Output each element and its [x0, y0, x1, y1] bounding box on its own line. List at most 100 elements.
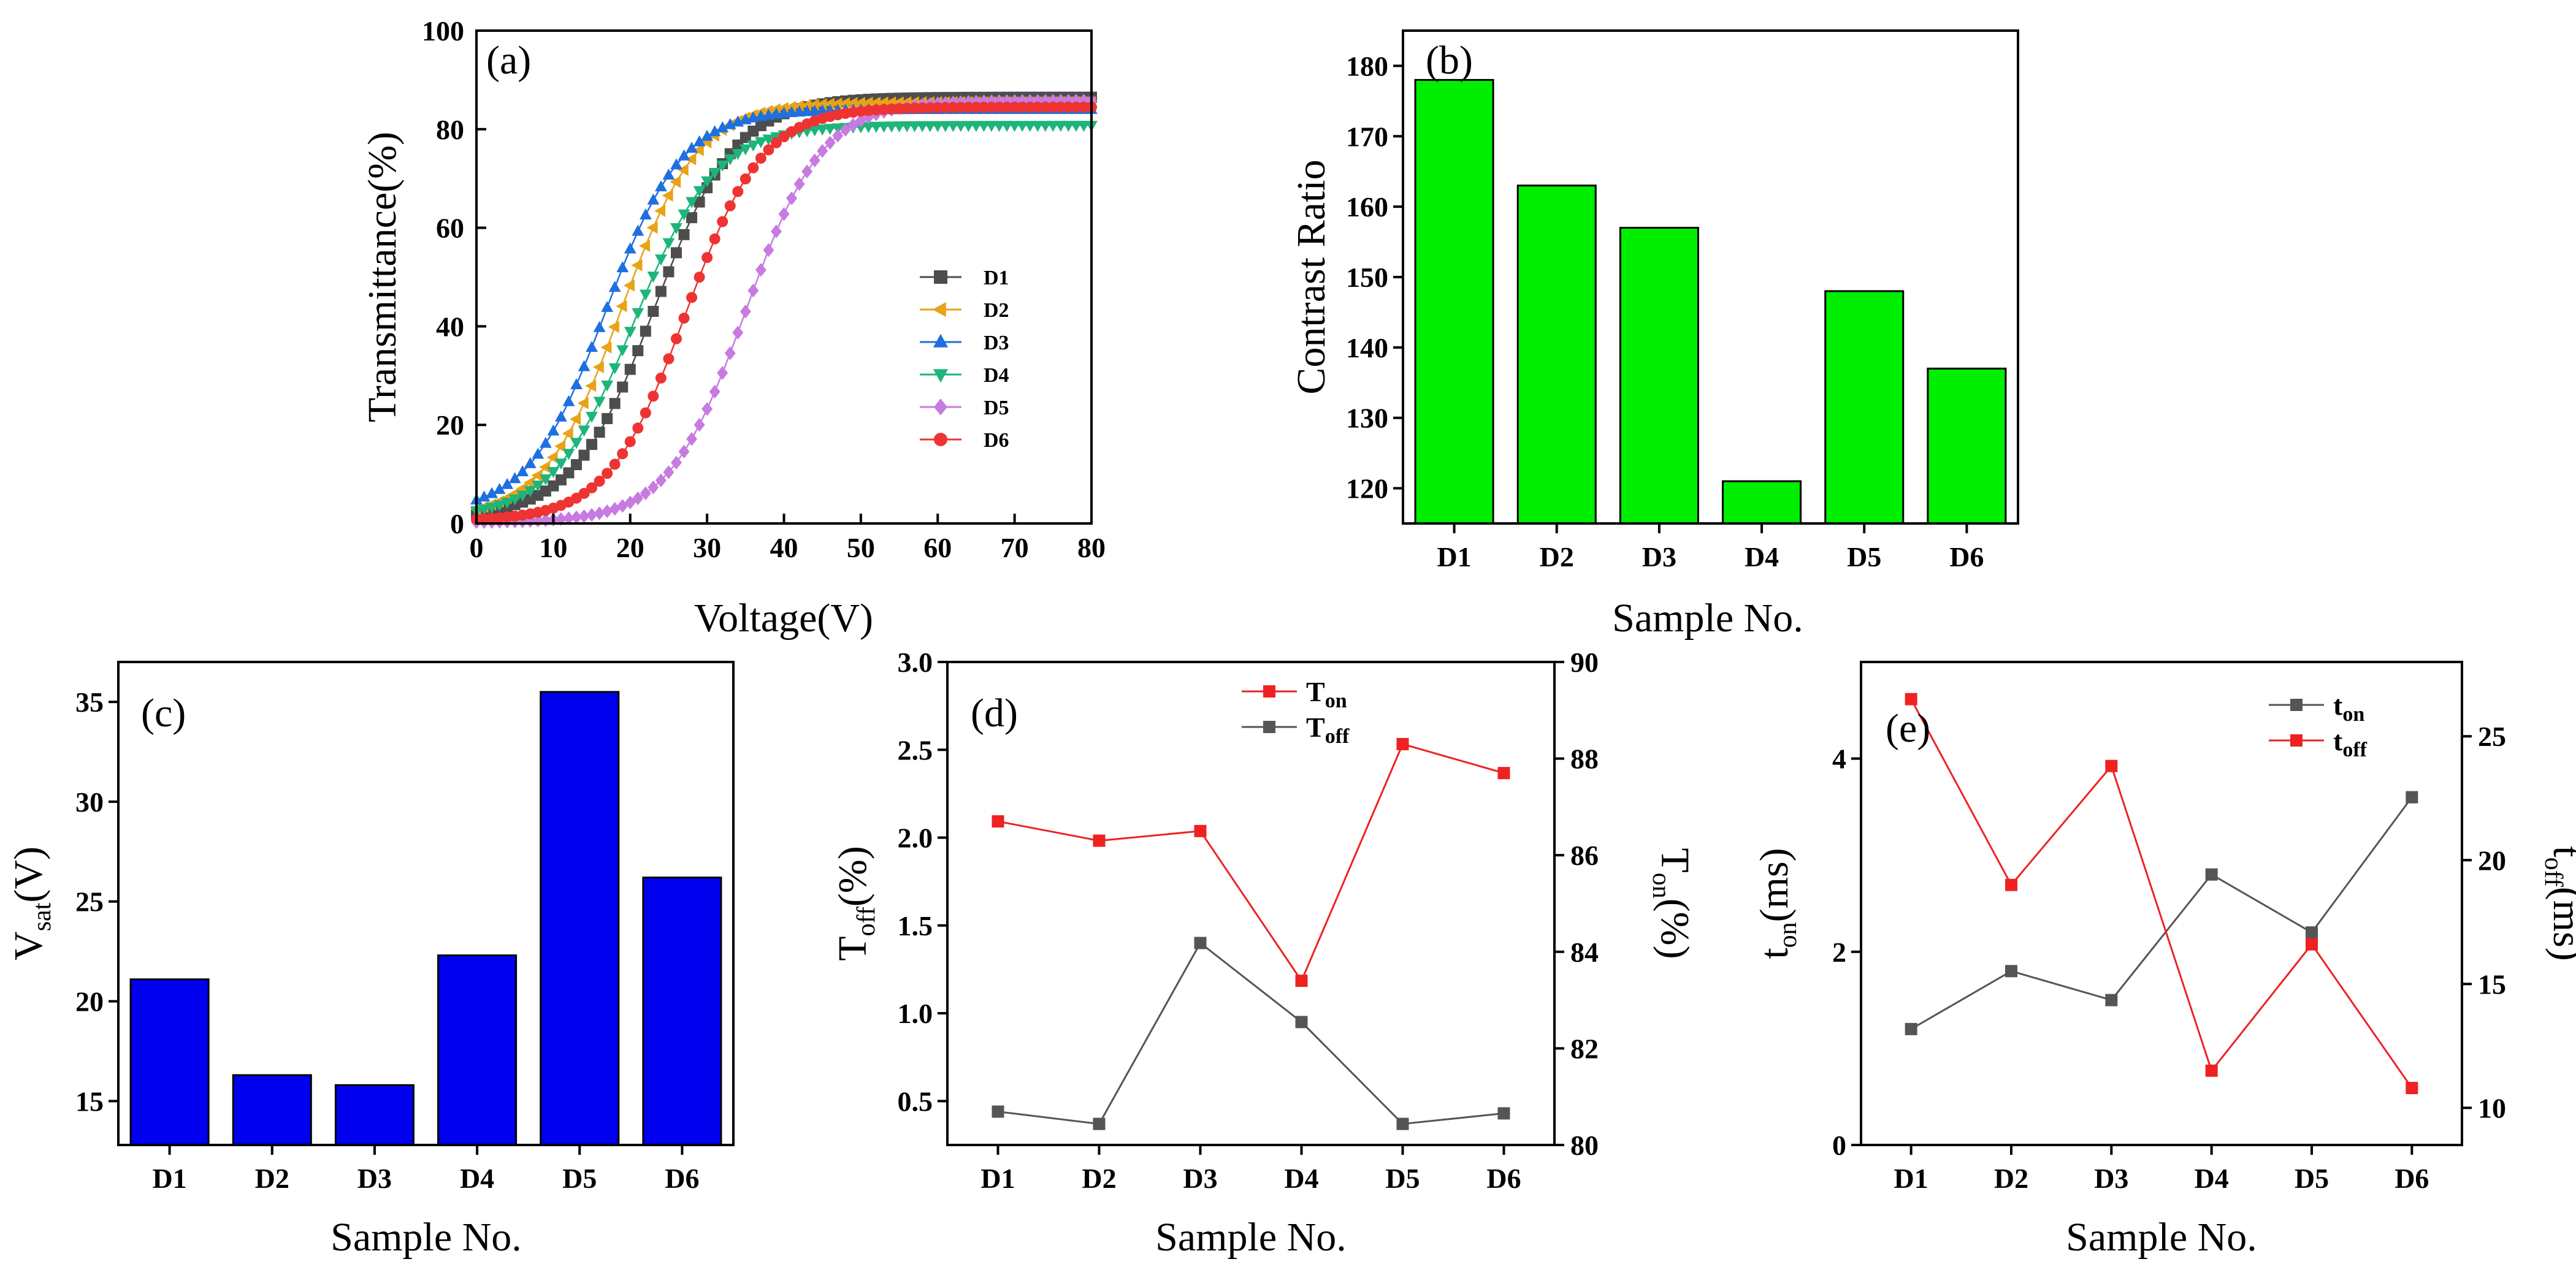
- series-d6-point: [770, 137, 782, 148]
- series-d6-point: [755, 153, 766, 164]
- panel-b-y-tick-label: 170: [1346, 121, 1388, 152]
- series-d6-point: [694, 272, 705, 283]
- series-d6-point: [586, 482, 598, 493]
- series-d4-point: [870, 121, 882, 133]
- series-d3-point: [601, 300, 614, 312]
- series-d1-point: [617, 381, 629, 393]
- series-d1-point: [648, 305, 659, 317]
- series-d6-point: [970, 101, 982, 113]
- series-d1-point: [655, 286, 667, 297]
- panel-e-series-ton-legend-label: ton: [2333, 690, 2364, 726]
- series-d5-point: [778, 207, 790, 221]
- panel-b-x-tick-label: D5: [1847, 541, 1881, 572]
- panel-d-series-ton-point: [992, 815, 1004, 828]
- series-d4-point: [877, 121, 890, 133]
- panel-d-series-ton-point: [1497, 767, 1510, 780]
- panel-c-bar-d2: [232, 1074, 312, 1146]
- series-d3-point: [655, 180, 667, 192]
- series-d4-point: [993, 121, 1006, 132]
- series-d4-point: [885, 121, 898, 133]
- series-d4-point: [493, 500, 506, 512]
- series-d4-point: [724, 154, 736, 165]
- panel-d-series-ton-point: [1396, 737, 1409, 750]
- series-d2-point: [546, 451, 558, 464]
- series-d4-point: [639, 289, 652, 301]
- series-d6-point: [640, 407, 651, 419]
- series-d4-point: [1077, 121, 1090, 132]
- series-d1-point: [640, 325, 651, 337]
- series-d5-point: [717, 366, 728, 380]
- series-d3-point: [678, 149, 690, 161]
- panel-c-bar-d1: [129, 978, 210, 1146]
- series-d4-point: [539, 474, 552, 485]
- panel-c-bar-d3: [334, 1084, 415, 1146]
- series-d4-point: [985, 121, 998, 132]
- legend-d3-label: D3: [984, 332, 1009, 354]
- series-d6-point: [1055, 101, 1066, 113]
- series-d4-point: [547, 466, 560, 478]
- panel-e-series-ton-point: [2306, 926, 2318, 939]
- series-d1-point: [678, 229, 690, 240]
- series-d5-point: [663, 465, 675, 479]
- series-d6-point: [655, 372, 667, 384]
- series-d2-point: [654, 205, 666, 217]
- series-d2-point: [692, 143, 704, 156]
- panel-a-x-tick-label: 60: [923, 532, 952, 563]
- panel-b-x-tick-label: D2: [1540, 541, 1574, 572]
- panel-d-series-toff-legend-label: Toff: [1306, 712, 1350, 748]
- panel-d-x-tick-label: D6: [1486, 1163, 1521, 1194]
- series-d1-point: [586, 439, 598, 451]
- panel-b-bar-d2: [1516, 184, 1597, 525]
- panel-d-series-toff-point: [1194, 937, 1207, 949]
- panel-d-x-tick-label: D4: [1284, 1163, 1318, 1194]
- panel-e-frame: [1860, 661, 2463, 1146]
- series-d2-point: [623, 279, 635, 292]
- panel-c-vsat-chart: 15 20 25 30 35 D1 D2 D3 D4 D5 D6 (c) Sample No. Vs…: [6, 661, 735, 1260]
- series-d5-point: [793, 177, 805, 191]
- series-d4-point: [762, 134, 775, 146]
- panel-c-label: (c): [141, 691, 186, 736]
- panel-e-series-toff-point: [2205, 1064, 2218, 1077]
- panel-c-x-label: Sample No.: [331, 1215, 522, 1260]
- series-d4-point: [1070, 121, 1082, 132]
- legend-d1-label: D1: [984, 267, 1009, 289]
- series-d4-point: [1031, 121, 1044, 132]
- series-d4-point: [601, 380, 614, 392]
- panel-b-x-label: Sample No.: [1612, 596, 1803, 641]
- series-d3-point: [716, 121, 729, 132]
- series-d3-point: [701, 129, 714, 141]
- panel-e-x-tick-label: D2: [1994, 1163, 2028, 1194]
- series-d1-point: [594, 427, 605, 438]
- series-d5-point: [832, 129, 844, 143]
- series-d4-point: [931, 121, 944, 132]
- panel-d-series-toff-point: [1093, 1117, 1106, 1130]
- panel-d-x-tick-label: D5: [1385, 1163, 1420, 1194]
- series-d2-point: [854, 97, 866, 109]
- panel-e-series-ton-point: [2205, 868, 2218, 881]
- panel-c-y-tick-label: 15: [75, 1086, 104, 1117]
- panel-c-y-tick-label: 20: [75, 986, 104, 1017]
- series-d6-point: [993, 101, 1005, 113]
- series-d3-point: [686, 142, 698, 153]
- series-d5-point: [686, 432, 698, 446]
- series-d4-point: [716, 161, 729, 172]
- series-d4-point: [632, 308, 644, 319]
- panel-e-series-toff-point: [1905, 693, 1917, 706]
- legend-d5-marker: [934, 398, 947, 416]
- series-d4-point: [1016, 121, 1029, 132]
- panel-d-frame: [946, 661, 1556, 1146]
- panel-b-label: (b): [1426, 38, 1473, 83]
- panel-d-left-tick-label: 1.0: [898, 998, 933, 1029]
- series-d2-point: [685, 153, 697, 165]
- panel-b-bar-d1: [1414, 78, 1494, 525]
- panel-a-x-tick-label: 80: [1077, 532, 1106, 563]
- series-d1-point: [602, 413, 613, 424]
- series-d4-point: [562, 449, 575, 460]
- series-d3-point: [478, 490, 491, 502]
- panel-d-series-toff-legend-marker: [1263, 721, 1275, 733]
- panel-d-left-tick-label: 2.5: [898, 734, 933, 766]
- panel-c-x-tick-label: D1: [152, 1163, 186, 1194]
- series-d2-point: [662, 189, 673, 202]
- series-d2-point: [554, 440, 566, 452]
- panel-a-transmittance-chart: 0 10 20 30 40 50 60 70 80 0 20 40 60 80 100 (a) Voltag…: [360, 15, 1106, 641]
